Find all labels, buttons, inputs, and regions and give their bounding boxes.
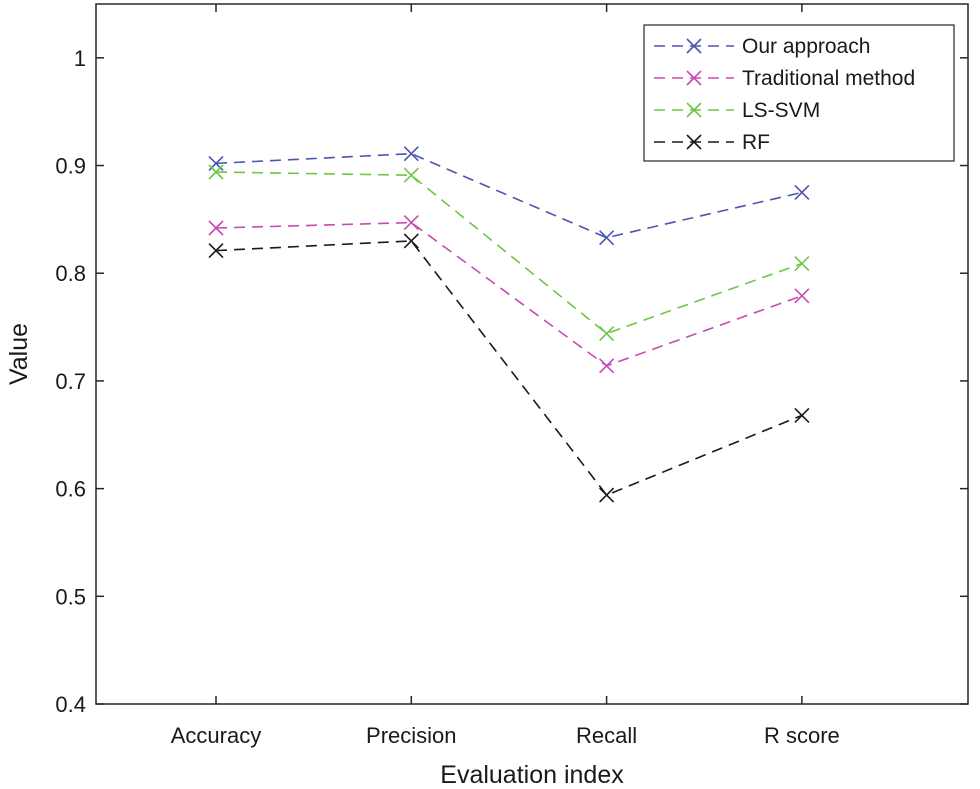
data-point-marker [208, 164, 224, 180]
y-tick-label: 0.6 [55, 477, 86, 502]
legend: Our approach Traditional method LS-SVM RF [643, 24, 955, 162]
data-point-marker [208, 243, 224, 259]
series-line [215, 152, 803, 239]
series-rf [208, 233, 810, 503]
data-point-marker [599, 325, 615, 342]
series-line [215, 221, 803, 367]
legend-label: Our approach [742, 35, 870, 58]
x-tick-label: Recall [576, 723, 637, 748]
y-tick-label: 0.5 [55, 584, 86, 609]
series-ls-svm [208, 164, 810, 342]
plot-area [95, 3, 969, 705]
legend-label: RF [742, 131, 770, 154]
x-axis-ticks: Accuracy Precision Recall R score [171, 4, 840, 748]
y-tick-label: 0.7 [55, 369, 86, 394]
plot-frame [95, 3, 969, 705]
data-point-marker [794, 184, 810, 201]
series-line [215, 171, 803, 335]
data-point-marker [794, 288, 810, 304]
data-point-marker [599, 487, 615, 503]
legend-entry: Traditional method [654, 67, 915, 90]
data-point-marker [599, 358, 615, 374]
x-tick-label: Precision [366, 723, 456, 748]
y-axis-label: Value [5, 323, 33, 385]
series-our-approach [208, 146, 810, 246]
y-tick-label: 1 [74, 46, 86, 71]
legend-marker [686, 70, 702, 86]
y-tick-label: 0.8 [55, 261, 86, 286]
y-tick-label: 0.9 [55, 154, 86, 179]
series-traditional-method [208, 215, 810, 374]
data-point-marker [599, 230, 615, 246]
x-tick-label: Accuracy [171, 723, 261, 748]
x-tick-label: R score [764, 723, 840, 748]
legend-entry: Our approach [654, 35, 870, 58]
x-axis-label: Evaluation index [440, 761, 624, 789]
data-point-marker [794, 407, 810, 423]
y-tick-label: 0.4 [55, 692, 86, 717]
legend-marker [686, 38, 702, 54]
legend-entry: RF [654, 131, 770, 154]
legend-marker [686, 134, 702, 150]
series-line [215, 240, 803, 497]
data-point-marker [403, 233, 419, 249]
y-axis-ticks: 0.4 0.5 0.6 0.7 0.8 0.9 1 [55, 46, 968, 717]
legend-marker [686, 102, 702, 118]
legend-label: LS-SVM [742, 99, 820, 122]
data-point-marker [208, 220, 224, 236]
legend-label: Traditional method [742, 67, 915, 90]
data-point-marker [403, 146, 419, 162]
data-point-marker [403, 167, 419, 183]
legend-entry: LS-SVM [654, 99, 820, 122]
data-point-marker [794, 255, 810, 272]
data-point-marker [403, 215, 419, 231]
series-layer [208, 146, 810, 503]
